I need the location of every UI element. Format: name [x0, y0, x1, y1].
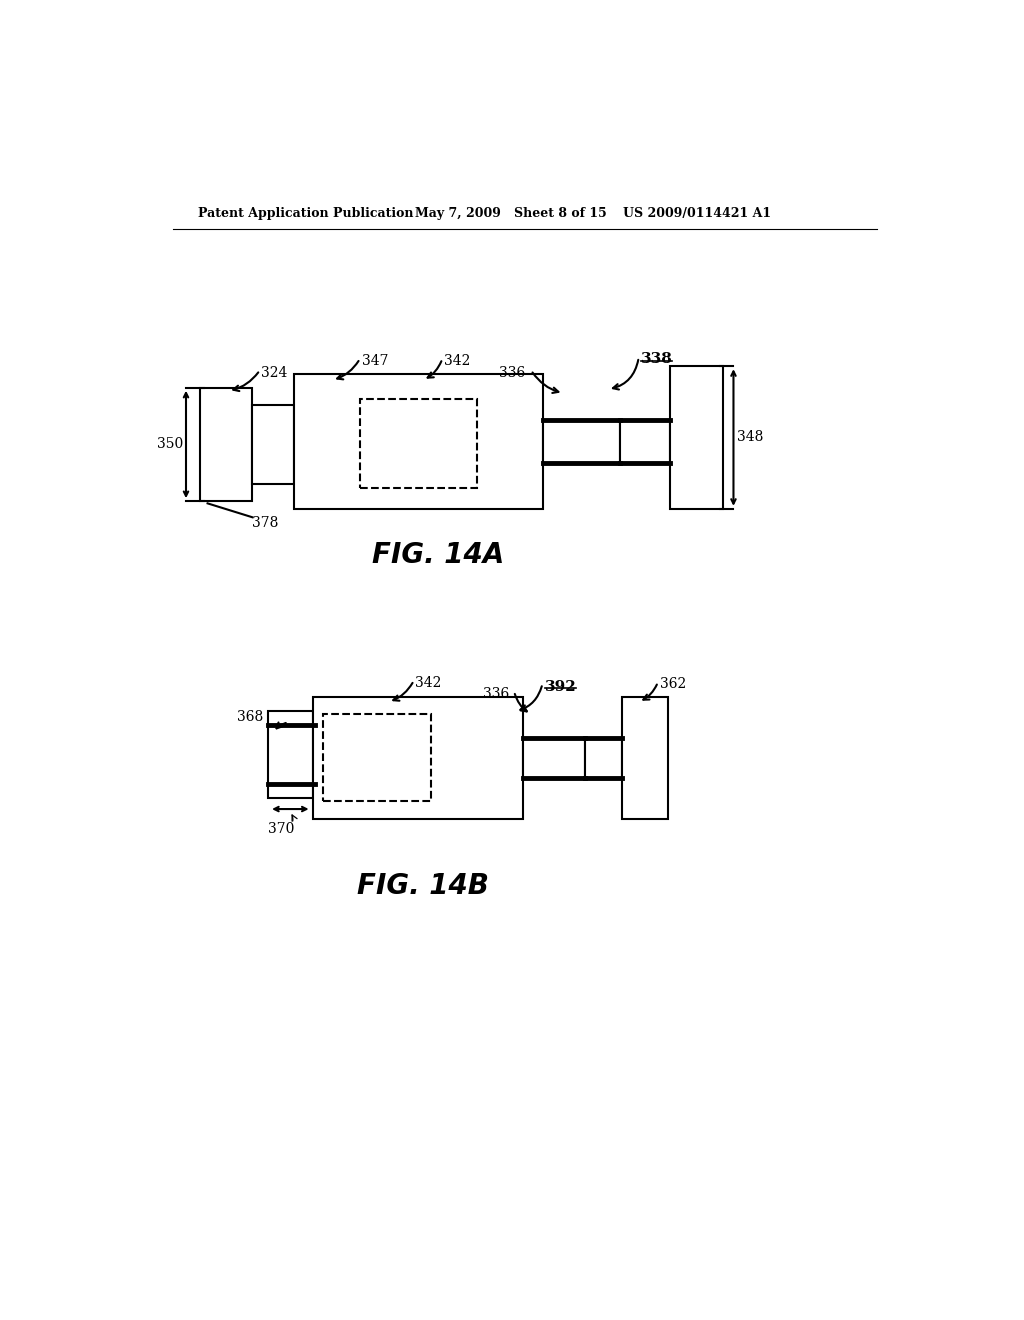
Text: Patent Application Publication: Patent Application Publication [199, 207, 414, 220]
Bar [670, 366, 724, 508]
Text: 368: 368 [237, 710, 263, 725]
Bar [523, 738, 585, 779]
Bar [360, 399, 477, 488]
Text: 348: 348 [737, 430, 764, 444]
Text: 392: 392 [545, 680, 577, 694]
Bar [294, 374, 543, 508]
Text: 362: 362 [660, 677, 686, 692]
Bar [267, 711, 313, 797]
Bar [585, 738, 622, 779]
Text: May 7, 2009   Sheet 8 of 15: May 7, 2009 Sheet 8 of 15 [416, 207, 607, 220]
Text: 338: 338 [641, 352, 673, 367]
Text: 370: 370 [267, 822, 294, 836]
Text: 336: 336 [499, 366, 525, 380]
Bar [252, 405, 294, 484]
Text: FIG. 14B: FIG. 14B [357, 873, 489, 900]
Text: 347: 347 [361, 354, 388, 368]
Text: 378: 378 [252, 516, 279, 529]
Text: 350: 350 [157, 437, 183, 451]
Bar [313, 697, 523, 818]
Text: 336: 336 [483, 686, 510, 701]
Bar [543, 420, 620, 462]
Bar [323, 714, 431, 801]
Text: FIG. 14A: FIG. 14A [373, 541, 505, 569]
Text: 342: 342 [416, 676, 441, 690]
Bar [622, 697, 668, 818]
Bar [620, 420, 670, 462]
Bar [200, 388, 252, 502]
Text: 342: 342 [444, 354, 470, 368]
Text: US 2009/0114421 A1: US 2009/0114421 A1 [624, 207, 771, 220]
Text: 324: 324 [261, 367, 288, 380]
